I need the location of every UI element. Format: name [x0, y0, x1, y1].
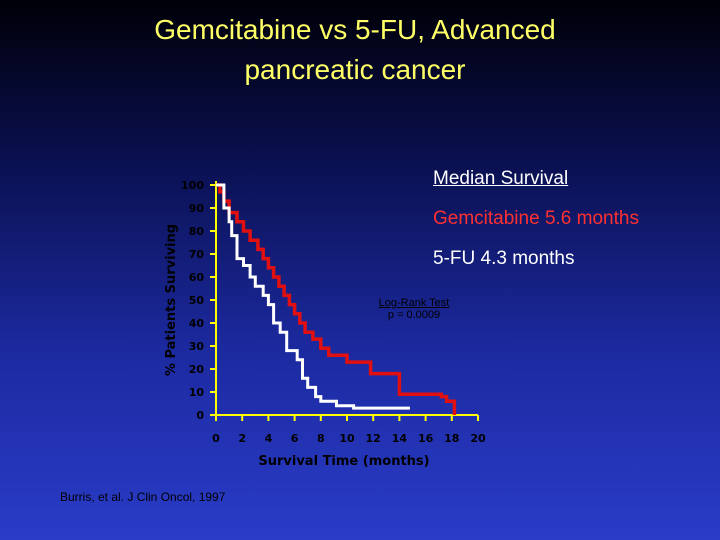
series-line-5-fu: [216, 183, 410, 410]
y-tick-label: 60: [189, 271, 205, 284]
x-tick-label: 12: [366, 432, 381, 445]
p-value-label: p = 0.0009: [387, 309, 441, 321]
y-axis-label: % Patients Surviving: [164, 224, 179, 376]
axes: 0 10 20 30 40 50 60 70 80 90 100 0 2 4 6 8 10 12 14 16 18 20: [181, 179, 486, 445]
slide-title: Gemcitabine vs 5-FU, Advanced pancreatic…: [0, 10, 710, 90]
x-tick-label: 4: [265, 432, 273, 445]
y-tick-label: 0: [196, 409, 204, 422]
log-rank-test-label: Log-Rank Test: [378, 297, 450, 309]
x-tick-label: 18: [444, 432, 459, 445]
y-tick-label: 20: [189, 363, 205, 376]
y-tick-label: 90: [189, 202, 205, 215]
y-tick-label: 10: [189, 386, 205, 399]
x-tick-label: 14: [392, 432, 408, 445]
y-tick-label: 70: [189, 248, 205, 261]
series-line-gemcitabine: [216, 183, 457, 415]
x-tick-label: 2: [238, 432, 246, 445]
log-rank-annotation: Log-Rank Test p = 0.0009: [362, 297, 466, 321]
median-survival-heading: Median Survival: [433, 168, 569, 189]
x-tick-label: 0: [212, 432, 220, 445]
y-tick-label: 100: [181, 179, 204, 192]
x-tick-label: 20: [470, 432, 486, 445]
x-axis-label: Survival Time (months): [258, 454, 429, 469]
x-tick-label: 10: [339, 432, 355, 445]
y-tick-label: 40: [189, 317, 205, 330]
title-line-2: pancreatic cancer: [244, 54, 466, 85]
title-line-1: Gemcitabine vs 5-FU, Advanced: [154, 14, 556, 45]
x-tick-label: 16: [418, 432, 434, 445]
x-tick-label: 6: [291, 432, 299, 445]
series-lines: [216, 183, 457, 415]
y-tick-label: 50: [189, 294, 205, 307]
fu-median-label: 5-FU 4.3 months: [433, 248, 575, 269]
gemcitabine-median-label: Gemcitabine 5.6 months: [433, 208, 639, 229]
y-tick-label: 80: [189, 225, 205, 238]
citation: Burris, et al. J Clin Oncol, 1997: [60, 490, 226, 504]
y-tick-label: 30: [189, 340, 205, 353]
x-tick-label: 8: [317, 432, 325, 445]
